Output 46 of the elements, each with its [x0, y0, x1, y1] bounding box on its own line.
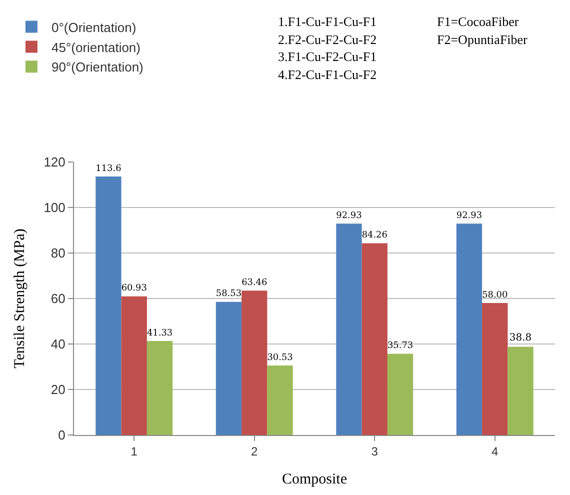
x-tick-label: 4: [492, 444, 499, 458]
bar: [456, 224, 482, 435]
data-label: 113.6: [96, 164, 122, 174]
legend-label: 0°(Orientation): [51, 20, 136, 35]
y-tick-label: 100: [44, 200, 66, 216]
y-tick-label: 60: [50, 291, 66, 306]
x-tick-label: 3: [371, 444, 378, 458]
data-label: 30.53: [267, 352, 294, 363]
data-label: 38.8: [509, 332, 532, 344]
bar: [336, 224, 362, 435]
data-label: 92.93: [336, 210, 362, 221]
bar: [387, 354, 414, 435]
legend-label: 90°(Orientation): [51, 60, 144, 75]
y-tick-label: 20: [50, 382, 66, 398]
y-tick-label: 120: [44, 154, 66, 170]
bar: [242, 290, 268, 435]
y-axis-title: Tensile Strength (MPa): [12, 228, 28, 368]
legend-label: 45°(orientation): [51, 40, 140, 55]
x-tick-label: 2: [251, 444, 258, 458]
data-label: 60.93: [121, 284, 148, 294]
x-axis-title: Composite: [282, 471, 348, 488]
bar: [96, 176, 122, 435]
bar: [482, 303, 508, 435]
data-label: 92.93: [456, 210, 482, 221]
bar: [121, 296, 147, 435]
text: 1.F1-Cu-F1-Cu-F1: [278, 14, 377, 29]
data-label: 35.73: [387, 341, 414, 352]
text: 3.F1-Cu-F2-Cu-F1: [278, 49, 377, 64]
y-tick-label: 0: [58, 428, 66, 443]
data-label: 58.00: [482, 290, 508, 300]
data-label: 58.53: [216, 289, 242, 300]
bar: [362, 243, 388, 435]
bar: [146, 340, 173, 435]
bar: [267, 366, 293, 435]
y-tick-label: 40: [50, 336, 66, 352]
data-label: 63.46: [242, 278, 268, 288]
bar: [216, 302, 242, 435]
data-label: 41.33: [146, 328, 173, 338]
bar: [508, 346, 534, 435]
text: F2=OpuntiaFiber: [437, 32, 528, 47]
text: 2.F2-Cu-F2-Cu-F2: [278, 32, 377, 47]
data-label: 84.26: [362, 230, 388, 241]
x-tick-label: 1: [130, 444, 138, 458]
text: F1=CocoaFiber: [437, 14, 520, 29]
y-tick-label: 80: [50, 246, 66, 261]
text: 4.F2-Cu-F1-Cu-F2: [278, 67, 377, 82]
